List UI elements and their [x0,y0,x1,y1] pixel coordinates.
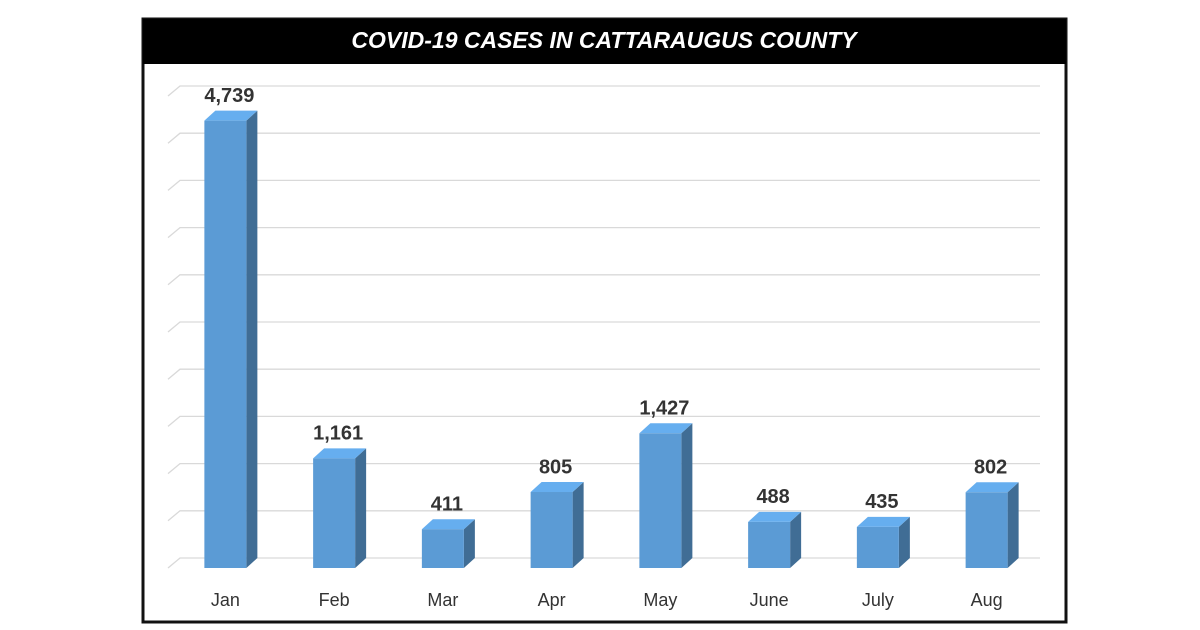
chart-frame [141,17,1068,624]
value-label: 411 [431,493,463,515]
bar-top [530,482,584,493]
bar [856,526,899,568]
x-tick-label: Apr [538,590,566,610]
bar-side [246,110,258,568]
bar-top [965,482,1019,493]
bar-top [856,516,910,527]
value-label: 802 [974,457,1007,479]
grid-line [167,132,1040,144]
grid-line [167,321,1040,333]
bar-side [1007,482,1019,568]
x-tick-label: Feb [319,590,350,610]
bar-top [204,110,258,121]
bar [313,458,356,568]
grid-line [167,510,1040,522]
bar-top [313,448,367,459]
grid-line [167,462,1040,475]
bar-side [463,519,475,568]
bar [748,521,791,568]
bar-top [421,519,475,530]
x-tick-label: Mar [427,590,458,610]
bar [530,492,573,568]
x-tick-label: May [643,590,677,610]
grid-line [167,368,1040,380]
x-tick-label: Jan [211,590,240,610]
bar-side [790,511,802,568]
bar-side [572,482,584,568]
bar [965,492,1008,568]
bar [421,529,464,568]
bar-top [748,511,802,522]
value-label: 1,161 [313,423,363,445]
bar-side [898,516,910,568]
bar [204,120,247,568]
value-label: 1,427 [639,398,689,420]
bar [639,433,682,568]
value-label: 4,739 [204,85,254,107]
grid-line [167,85,1040,97]
title-bar [143,19,1066,64]
bar-top [639,423,693,434]
value-label: 488 [756,486,789,508]
grid-line [167,415,1040,427]
x-tick-label: June [750,590,789,610]
grid-line [167,226,1040,239]
x-tick-label: Aug [971,590,1003,610]
grid-line [167,274,1040,286]
value-label: 435 [865,491,898,513]
value-label: 805 [539,456,572,478]
bar-side [681,423,693,568]
grid-line [167,179,1040,191]
bar-side [355,448,367,568]
x-tick-label: July [862,590,894,610]
chart-title: COVID-19 CASES IN CATTARAUGUS COUNTY [351,27,859,53]
